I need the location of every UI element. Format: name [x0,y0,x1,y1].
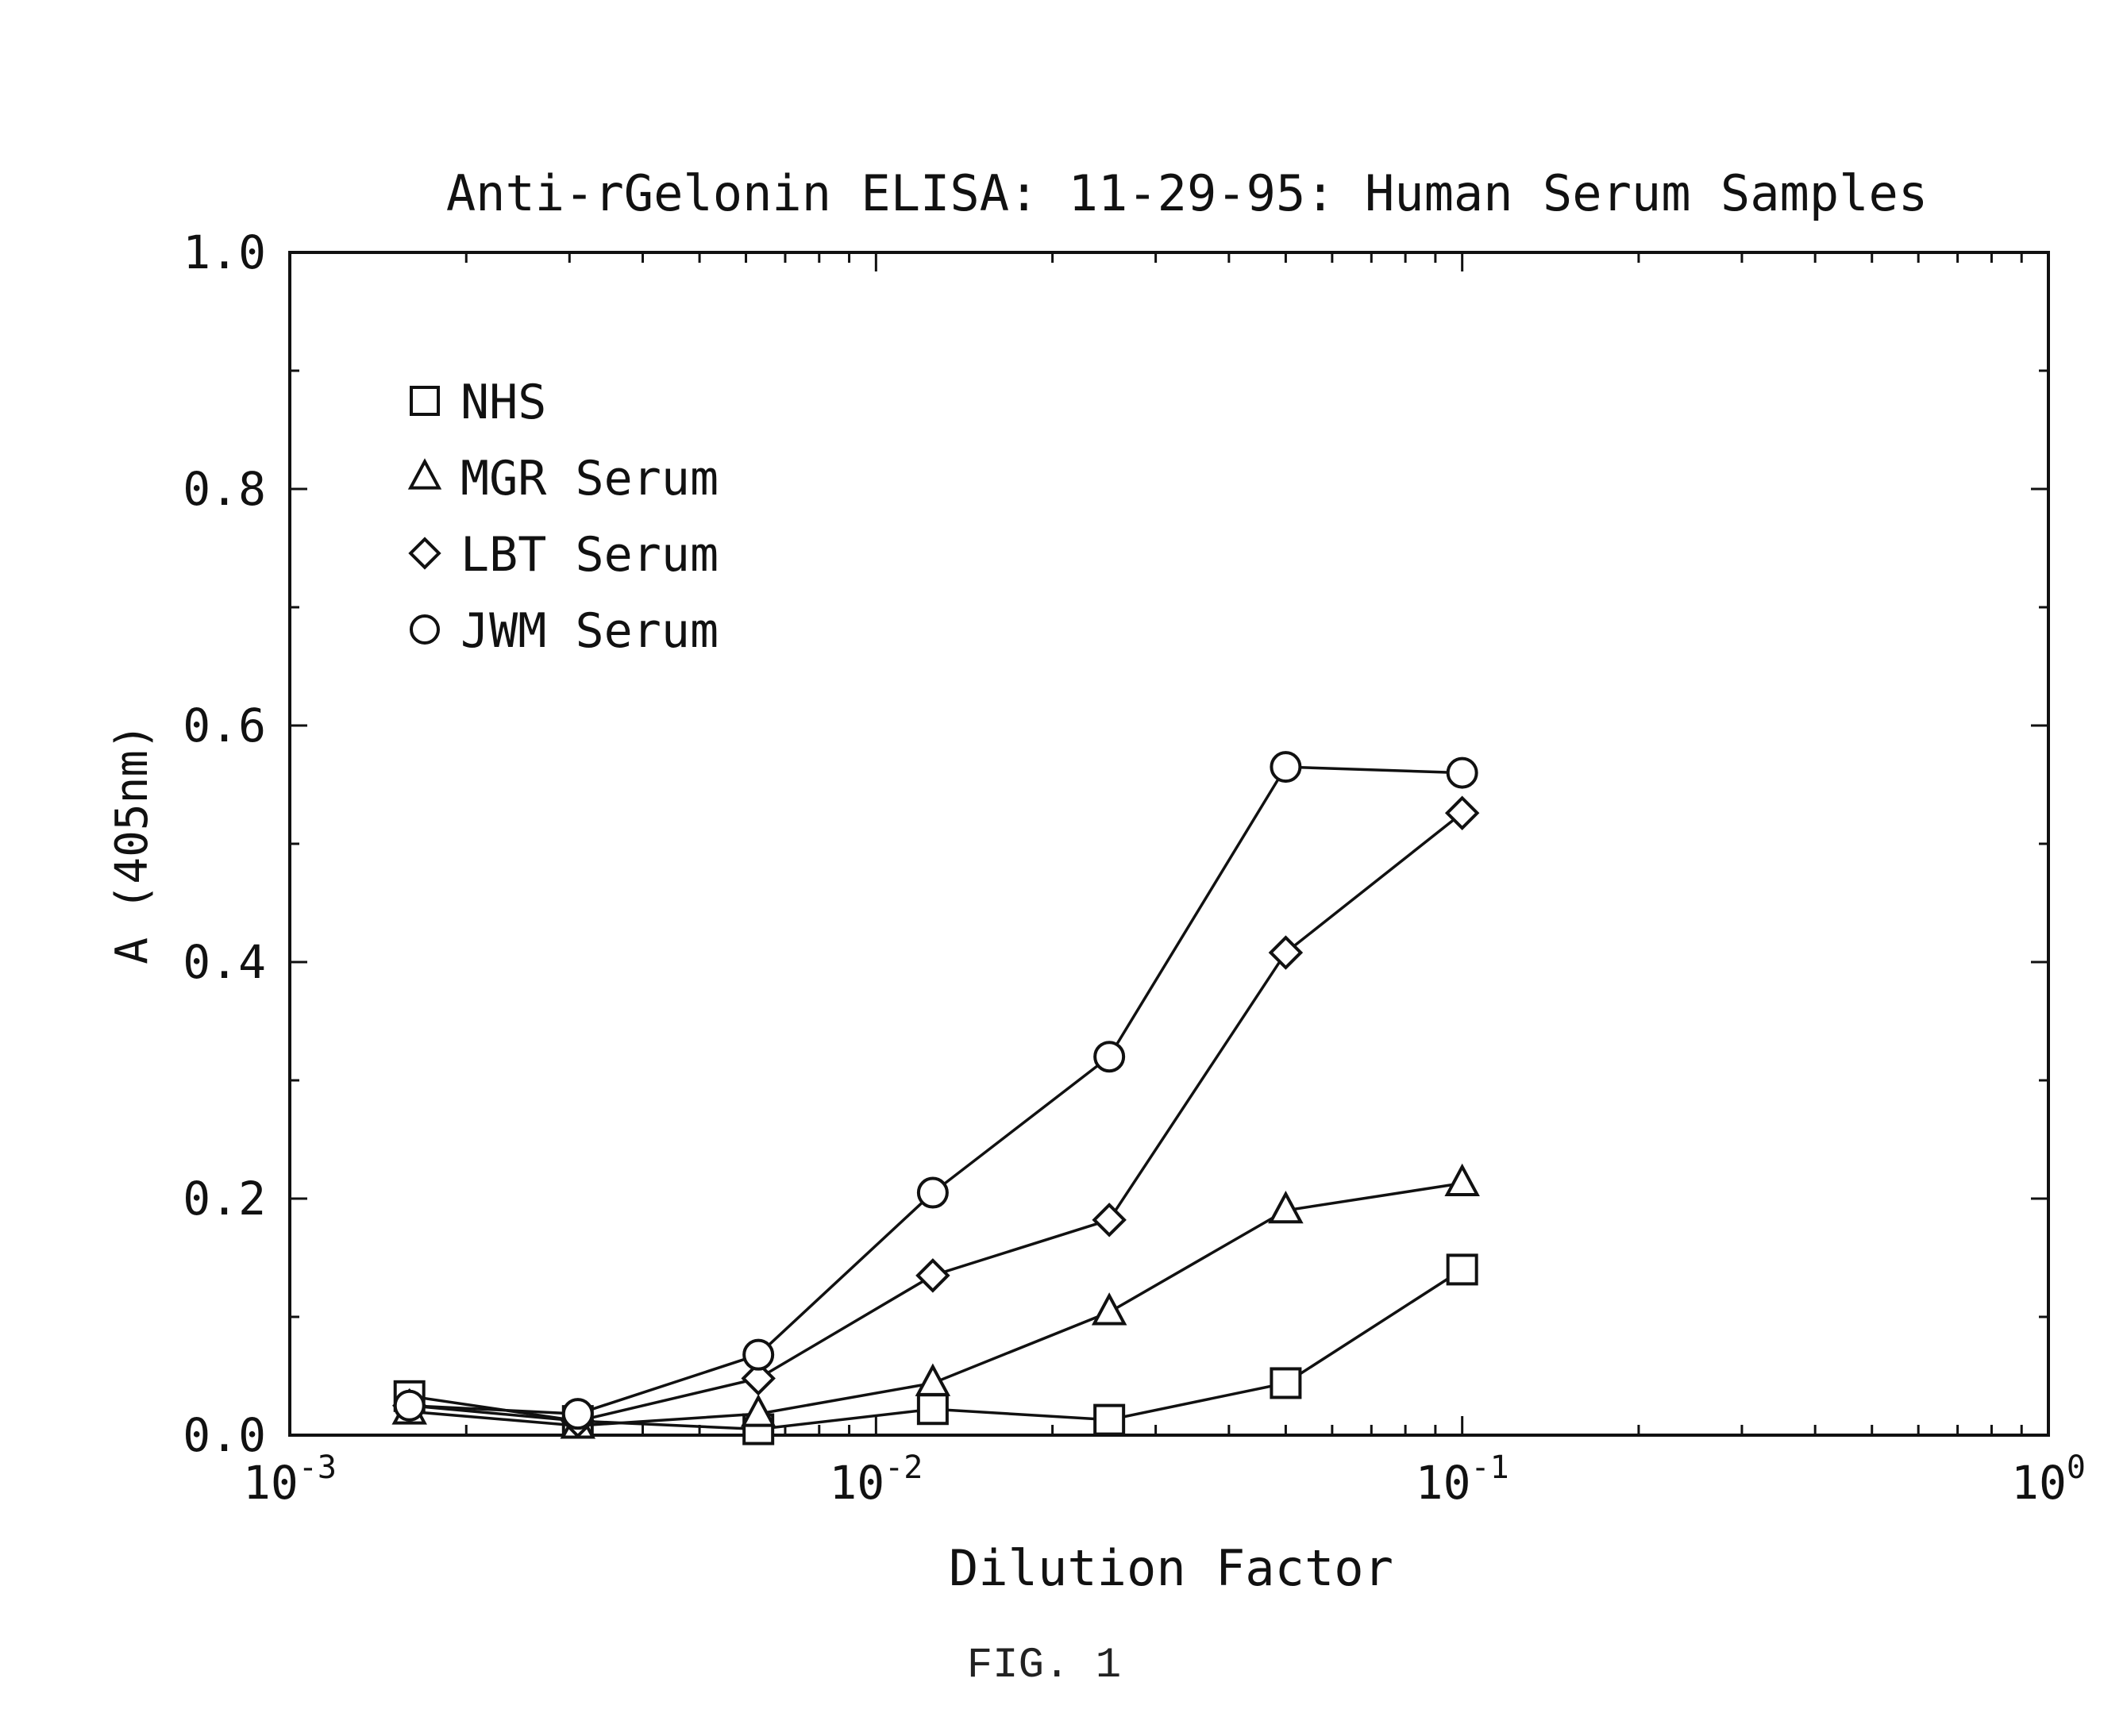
data-point [1447,798,1478,828]
y-tick-label: 0.2 [183,1172,266,1226]
y-tick-label: 0.6 [183,699,266,753]
x-tick-label: 10-3 [243,1449,337,1510]
data-point [919,1179,947,1207]
legend: NHS MGR Serum LBT Serum JWM Serum [410,375,719,659]
legend-label: NHS [460,375,546,430]
x-tick-label: 10-2 [829,1449,923,1510]
legend-marker [411,387,438,414]
legend-marker [410,461,439,487]
data-point [395,1391,424,1420]
data-point [1271,753,1300,781]
data-point [1271,937,1301,968]
data-point [918,1367,948,1395]
y-tick-label: 0.8 [183,462,266,516]
data-point [1094,1205,1124,1235]
data-point [1095,1042,1123,1071]
legend-marker [411,616,438,643]
data-point [919,1395,947,1423]
data-point [1447,1167,1478,1195]
data-point [1448,1255,1477,1284]
x-tick-label: 100 [2011,1449,2086,1510]
x-tick-label: 10-1 [1416,1449,1509,1510]
y-tick-label: 0.0 [183,1408,266,1462]
legend-item: JWM Serum [411,603,719,659]
series-diamond [395,798,1478,1436]
data-point [564,1399,592,1428]
legend-label: JWM Serum [460,603,719,659]
legend-item: NHS [411,375,546,430]
data-point [1095,1406,1123,1434]
legend-label: LBT Serum [460,527,719,583]
y-axis-label: A (405nm) [106,723,158,964]
x-axis-label: Dilution Factor [949,1539,1393,1597]
data-point [1448,759,1477,787]
data-point [1094,1295,1124,1323]
x-axis: 10-3 10-2 10-1 100 [243,252,2086,1510]
chart-title: Anti-rGelonin ELISA: 11-29-95: Human Ser… [446,164,1928,222]
legend-item: MGR Serum [410,451,719,506]
legend-item: LBT Serum [410,527,719,583]
figure-caption: FIG. 1 [967,1642,1121,1690]
series-line [410,767,1462,1414]
legend-marker [410,539,439,568]
series-line [410,813,1462,1421]
plot-frame [290,252,2048,1435]
series-layer [395,753,1478,1443]
y-tick-label: 0.4 [183,935,266,989]
series-circle [395,753,1477,1428]
legend-label: MGR Serum [460,451,719,506]
y-tick-label: 1.0 [183,225,266,279]
data-point [1271,1368,1300,1397]
data-point [744,1341,773,1369]
data-point [918,1261,948,1291]
